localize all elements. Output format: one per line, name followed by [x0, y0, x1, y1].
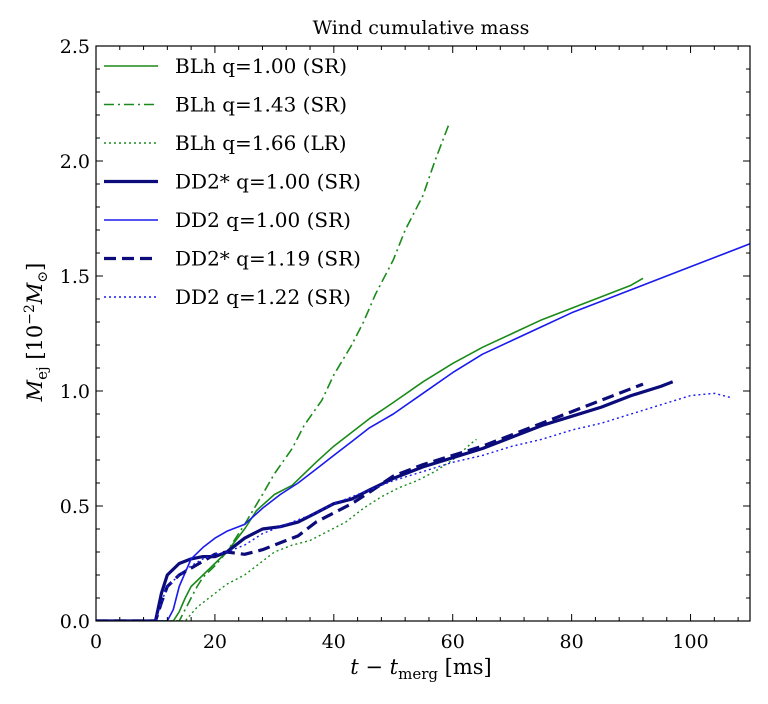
y-tick-label: 2.0 [60, 151, 90, 173]
x-tick-label: 20 [203, 631, 227, 653]
y-tick-label: 0.0 [60, 611, 90, 633]
x-tick-label: 100 [672, 631, 708, 653]
x-tick-label: 60 [441, 631, 465, 653]
series-line-2 [96, 121, 451, 621]
y-tick-label: 2.5 [60, 36, 90, 58]
series-layer [96, 121, 750, 621]
legend-label-3: BLh q=1.66 (LR) [175, 131, 347, 155]
y-axis-title: Mej [10−2M⊙] [22, 263, 51, 403]
series-line-7 [96, 392, 733, 621]
legend-label-6: DD2* q=1.19 (SR) [175, 247, 361, 271]
series-line-3 [96, 438, 477, 621]
ticks-layer: 0 20 40 60 80 100 0.0 0.5 1.0 1.5 2.0 2.5 [60, 36, 750, 653]
legend: BLh q=1.00 (SR) BLh q=1.43 (SR) BLh q=1.66… [104, 54, 361, 309]
x-axis-title: t − tmerg [ms] [350, 655, 491, 683]
legend-label-2: BLh q=1.43 (SR) [175, 93, 347, 117]
legend-label-5: DD2 q=1.00 (SR) [175, 208, 351, 232]
chart-title: Wind cumulative mass [313, 17, 530, 39]
legend-label-7: DD2 q=1.22 (SR) [175, 285, 351, 309]
y-tick-label: 1.0 [60, 381, 90, 403]
x-tick-label: 80 [560, 631, 584, 653]
series-line-4 [96, 380, 674, 621]
x-tick-label: 40 [322, 631, 346, 653]
legend-label-4: DD2* q=1.00 (SR) [175, 170, 361, 194]
y-tick-label: 0.5 [60, 496, 90, 518]
x-tick-label: 0 [90, 631, 102, 653]
series-line-5 [96, 243, 750, 621]
plot-frame [95, 45, 751, 622]
legend-label-1: BLh q=1.00 (SR) [175, 54, 347, 78]
series-line-1 [96, 277, 644, 621]
series-line-6 [96, 382, 644, 621]
y-tick-label: 1.5 [60, 266, 90, 288]
